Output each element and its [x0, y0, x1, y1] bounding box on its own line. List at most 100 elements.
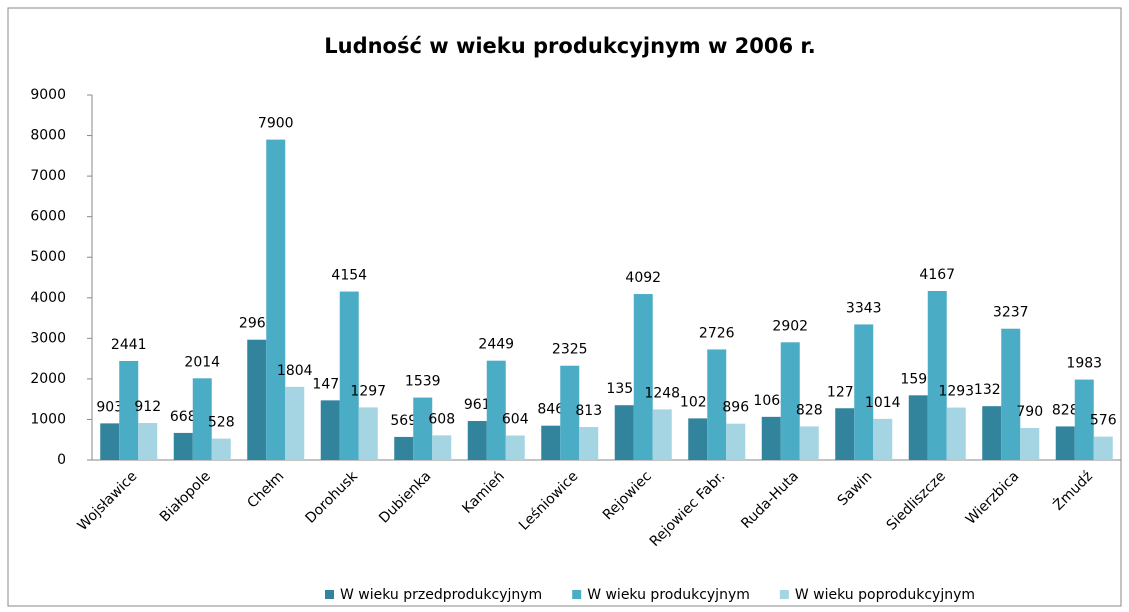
- data-label: 4154: [331, 268, 367, 284]
- bar: [285, 386, 305, 460]
- bar: [982, 406, 1002, 460]
- bar: [835, 408, 855, 460]
- bar: [505, 435, 525, 460]
- data-label: 2902: [772, 318, 808, 334]
- data-label: 896: [722, 400, 749, 416]
- data-label: 1248: [644, 385, 680, 401]
- data-label: 528: [208, 415, 235, 431]
- y-tick-label: 8000: [30, 128, 66, 144]
- bar: [707, 349, 727, 460]
- bar: [211, 438, 231, 460]
- bar: [339, 291, 359, 460]
- bar: [761, 416, 781, 460]
- legend-swatch: [325, 590, 334, 599]
- bar: [799, 426, 819, 460]
- bar: [1074, 379, 1094, 460]
- data-label: 961: [464, 397, 491, 413]
- data-label: 2325: [552, 342, 588, 358]
- bar: [614, 405, 634, 460]
- data-label: 1064: [753, 393, 789, 409]
- data-label: 1539: [405, 374, 441, 390]
- bar: [247, 339, 267, 460]
- bar: [1055, 426, 1075, 460]
- data-label: 576: [1090, 413, 1117, 429]
- data-label: 790: [1016, 404, 1043, 420]
- data-label: 1804: [277, 363, 313, 379]
- data-label: 2966: [239, 316, 275, 332]
- bar: [652, 409, 672, 460]
- data-label: 3237: [993, 305, 1029, 321]
- data-label: 4167: [919, 267, 955, 283]
- legend-swatch: [572, 590, 582, 599]
- data-label: 1351: [606, 381, 642, 397]
- data-label: 4092: [625, 270, 661, 286]
- data-label: 1327: [974, 382, 1010, 398]
- data-label: 604: [502, 412, 529, 428]
- data-label: 1014: [865, 395, 901, 411]
- legend-label: W wieku poprodukcyjnym: [795, 587, 975, 603]
- y-tick-label: 0: [57, 452, 66, 468]
- bar: [1093, 436, 1113, 460]
- data-label: 2449: [478, 337, 514, 353]
- bar: [100, 423, 120, 460]
- data-label: 569: [390, 413, 417, 429]
- y-tick-label: 9000: [30, 87, 66, 103]
- bar: [173, 432, 193, 460]
- bar: [119, 361, 139, 460]
- bar: [1020, 427, 1040, 460]
- data-label: 828: [796, 402, 823, 418]
- data-label: 668: [170, 409, 197, 425]
- y-tick-label: 7000: [30, 168, 66, 184]
- y-tick-label: 5000: [30, 249, 66, 265]
- data-label: 7900: [258, 116, 294, 132]
- bar: [1001, 328, 1021, 460]
- data-label: 903: [96, 399, 123, 415]
- bar: [320, 400, 340, 460]
- bar: [432, 435, 452, 460]
- bar: [541, 425, 561, 460]
- bar: [579, 427, 599, 460]
- bar: [688, 418, 708, 460]
- data-label: 608: [428, 411, 455, 427]
- bar: [946, 407, 966, 460]
- y-tick-label: 6000: [30, 209, 66, 225]
- data-label: 1297: [350, 383, 386, 399]
- bar: [726, 423, 746, 460]
- data-label: 1471: [312, 376, 348, 392]
- data-label: 846: [537, 402, 564, 418]
- bar: [780, 342, 800, 460]
- bar: [908, 395, 928, 460]
- data-label: 1983: [1066, 356, 1102, 372]
- bar: [394, 436, 414, 460]
- bar: [633, 294, 653, 460]
- bar: [560, 365, 580, 460]
- y-tick-label: 1000: [30, 411, 66, 427]
- legend-label: W wieku przedprodukcyjnym: [340, 587, 542, 603]
- y-tick-label: 4000: [30, 290, 66, 306]
- y-tick-label: 3000: [30, 330, 66, 346]
- data-label: 3343: [846, 300, 882, 316]
- y-tick-label: 2000: [30, 371, 66, 387]
- bar: [873, 418, 893, 460]
- data-label: 1293: [938, 384, 974, 400]
- bar: [854, 324, 874, 460]
- bar: [486, 360, 506, 460]
- data-label: 1595: [900, 371, 936, 387]
- bar: [266, 139, 286, 460]
- data-label: 828: [1052, 402, 1079, 418]
- data-label: 2726: [699, 325, 735, 341]
- bar: [138, 423, 158, 460]
- legend-label: W wieku produkcyjnym: [587, 587, 750, 603]
- data-label: 813: [575, 403, 602, 419]
- chart-title: Ludność w wieku produkcyjnym w 2006 r.: [324, 34, 816, 58]
- legend-swatch: [779, 590, 789, 599]
- data-label: 2014: [184, 354, 220, 370]
- data-label: 1026: [680, 394, 716, 410]
- bar: [358, 407, 378, 460]
- data-label: 1276: [827, 384, 863, 400]
- bar: [192, 378, 212, 460]
- bar: [413, 397, 433, 460]
- bar: [467, 421, 487, 460]
- bar: [927, 291, 947, 460]
